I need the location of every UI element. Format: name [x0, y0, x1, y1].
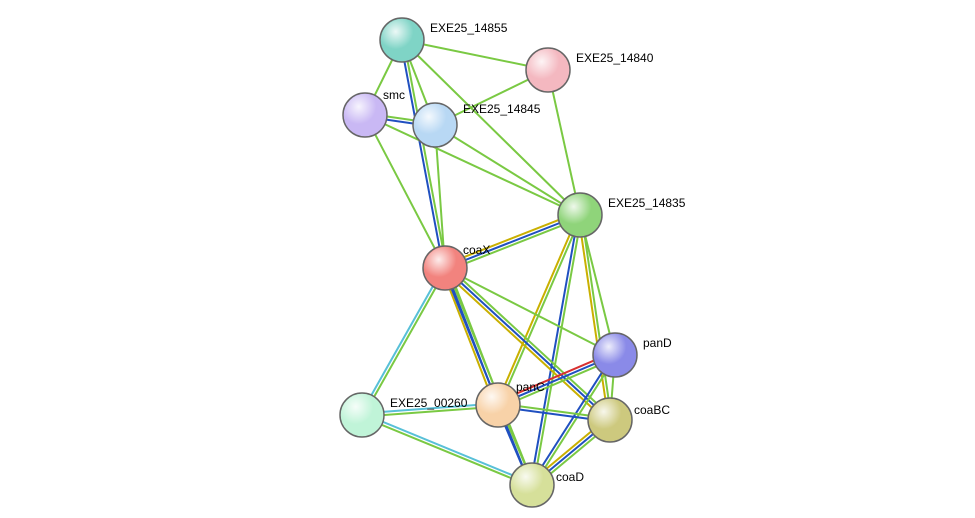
node-coaBC[interactable]: [588, 398, 632, 442]
edge: [365, 115, 580, 215]
edge: [582, 215, 612, 420]
edge: [363, 269, 446, 416]
node-EXE25_14845[interactable]: [413, 103, 457, 147]
edge: [361, 267, 444, 414]
node-EXE25_14840[interactable]: [526, 48, 570, 92]
node-panC[interactable]: [476, 383, 520, 427]
node-EXE25_00260[interactable]: [340, 393, 384, 437]
node-label: smc: [383, 88, 405, 102]
node-label: panC: [516, 380, 545, 394]
node-label: coaX: [463, 243, 490, 257]
edge: [404, 40, 447, 268]
node-label: EXE25_14835: [608, 196, 686, 210]
node-label: panD: [643, 336, 672, 350]
node-coaD[interactable]: [510, 463, 554, 507]
edge: [443, 270, 608, 422]
node-label: coaBC: [634, 403, 670, 417]
node-EXE25_14855[interactable]: [380, 18, 424, 62]
node-label: EXE25_14845: [463, 102, 541, 116]
node-label: coaD: [556, 470, 584, 484]
node-EXE25_14835[interactable]: [558, 193, 602, 237]
node-smc[interactable]: [343, 93, 387, 137]
node-coaX[interactable]: [423, 246, 467, 290]
node-label: EXE25_14855: [430, 21, 508, 35]
edge: [435, 125, 580, 215]
node-label: EXE25_14840: [576, 51, 654, 65]
node-panD[interactable]: [593, 333, 637, 377]
node-label: EXE25_00260: [390, 396, 468, 410]
network-diagram: EXE25_14855 EXE25_14840smc EXE25_14845 EXE2…: [0, 0, 975, 518]
